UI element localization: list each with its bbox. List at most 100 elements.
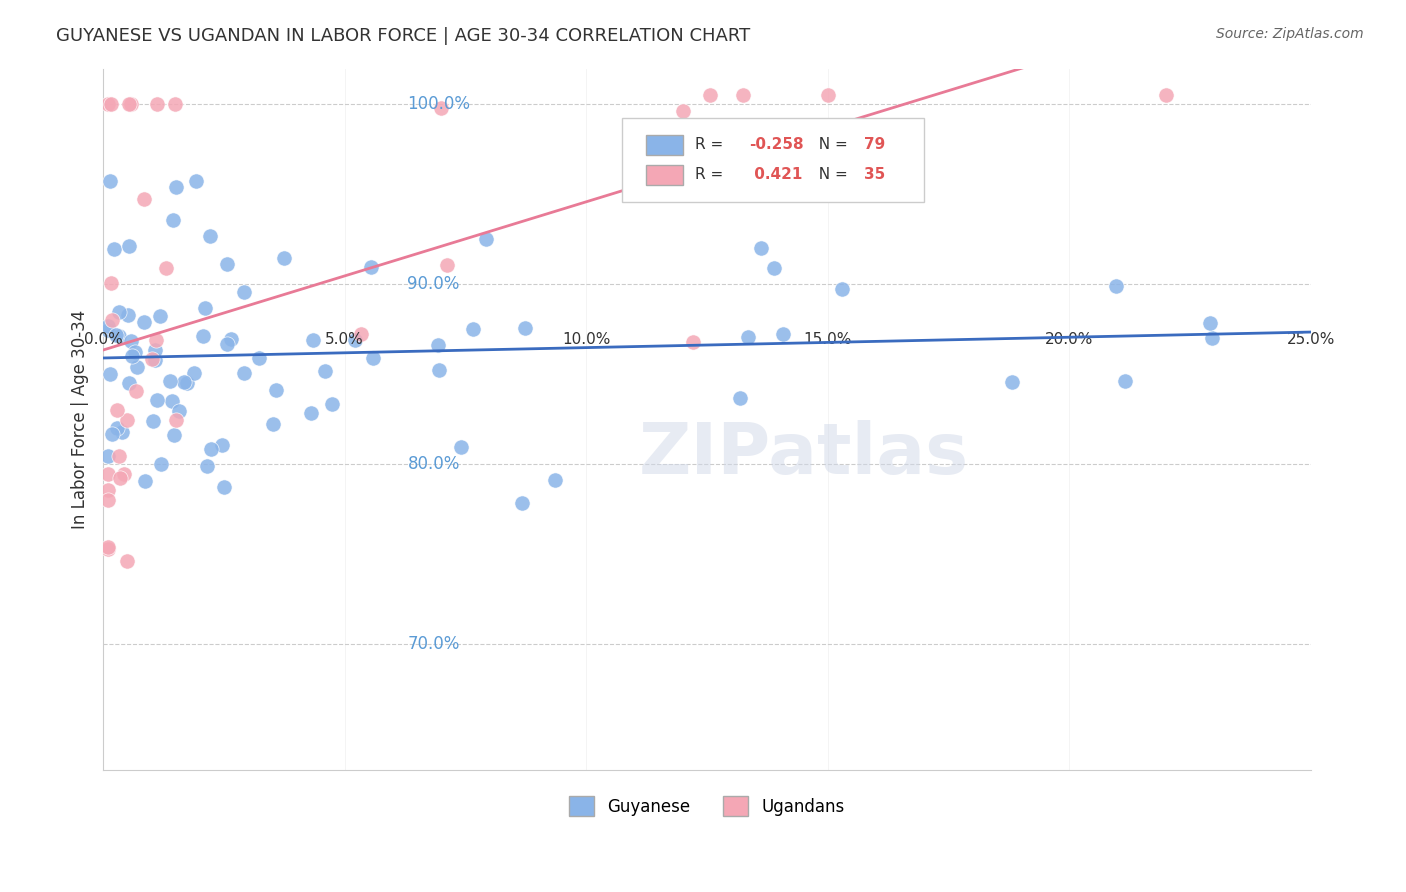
Point <box>118 239 141 253</box>
Text: N =: N = <box>810 167 853 182</box>
Point <box>302 333 325 347</box>
Point <box>426 338 449 352</box>
Point <box>193 329 215 343</box>
Point <box>1114 375 1136 389</box>
Point <box>762 260 785 275</box>
Point <box>361 351 384 365</box>
Point <box>450 440 472 454</box>
Point <box>682 334 704 349</box>
Text: 20.0%: 20.0% <box>1045 332 1094 347</box>
Y-axis label: In Labor Force | Age 30-34: In Labor Force | Age 30-34 <box>72 310 89 529</box>
Point <box>200 442 222 456</box>
Point <box>360 260 382 274</box>
Point <box>97 540 120 554</box>
Point <box>108 471 131 485</box>
Point <box>98 174 121 188</box>
Text: N =: N = <box>810 136 853 152</box>
Point <box>1105 278 1128 293</box>
Point <box>103 243 125 257</box>
Point <box>160 394 183 409</box>
Point <box>97 483 120 497</box>
Point <box>120 334 142 348</box>
Point <box>198 229 221 244</box>
Point <box>110 425 132 440</box>
Text: 0.0%: 0.0% <box>84 332 122 347</box>
Point <box>672 103 695 118</box>
Point <box>149 457 172 471</box>
Point <box>115 413 138 427</box>
Point <box>709 169 731 183</box>
Point <box>510 495 533 509</box>
Point <box>731 88 754 103</box>
Point <box>118 97 141 112</box>
Point <box>1001 375 1024 389</box>
Text: Source: ZipAtlas.com: Source: ZipAtlas.com <box>1216 27 1364 41</box>
Text: 90.0%: 90.0% <box>408 276 460 293</box>
Point <box>155 260 177 275</box>
Point <box>145 393 167 408</box>
Point <box>217 336 239 351</box>
Point <box>195 459 218 474</box>
Point <box>101 312 124 326</box>
Point <box>1201 331 1223 345</box>
Point <box>145 97 167 112</box>
Point <box>544 473 567 487</box>
Point <box>108 305 131 319</box>
FancyBboxPatch shape <box>647 165 683 185</box>
Text: 100.0%: 100.0% <box>408 95 471 113</box>
Point <box>98 367 121 381</box>
Point <box>97 97 120 112</box>
Point <box>159 374 181 388</box>
Point <box>247 351 270 366</box>
Text: GUYANESE VS UGANDAN IN LABOR FORCE | AGE 30-34 CORRELATION CHART: GUYANESE VS UGANDAN IN LABOR FORCE | AGE… <box>56 27 751 45</box>
Point <box>436 258 458 272</box>
Point <box>112 467 135 482</box>
Point <box>1154 88 1177 103</box>
Point <box>173 375 195 389</box>
Text: R =: R = <box>695 136 728 152</box>
Point <box>145 333 167 347</box>
Point <box>163 97 186 112</box>
Point <box>108 449 131 463</box>
Point <box>105 403 128 417</box>
Point <box>134 475 156 489</box>
Legend: Guyanese, Ugandans: Guyanese, Ugandans <box>561 788 853 825</box>
Point <box>141 351 163 366</box>
Text: 35: 35 <box>863 167 884 182</box>
Point <box>513 320 536 334</box>
Point <box>124 344 146 359</box>
Point <box>169 404 191 418</box>
Point <box>165 413 187 427</box>
Point <box>149 310 172 324</box>
FancyBboxPatch shape <box>623 118 924 202</box>
Text: 70.0%: 70.0% <box>408 635 460 653</box>
Point <box>737 330 759 344</box>
Point <box>183 366 205 380</box>
Point <box>475 232 498 246</box>
Point <box>430 101 453 115</box>
Point <box>194 301 217 315</box>
Point <box>314 364 336 378</box>
Point <box>120 97 142 112</box>
Point <box>162 212 184 227</box>
Point <box>97 492 120 507</box>
Point <box>100 97 122 112</box>
Point <box>214 480 236 494</box>
Point <box>97 323 120 337</box>
Point <box>262 417 284 431</box>
Point <box>831 282 853 296</box>
Point <box>749 241 772 255</box>
Point <box>1199 316 1222 330</box>
Text: 25.0%: 25.0% <box>1286 332 1334 347</box>
Point <box>97 450 120 464</box>
Point <box>134 193 156 207</box>
Point <box>273 251 295 265</box>
Point <box>134 315 156 329</box>
Point <box>165 180 187 194</box>
Point <box>215 257 238 271</box>
Point <box>211 437 233 451</box>
Point <box>142 413 165 427</box>
Point <box>143 343 166 357</box>
FancyBboxPatch shape <box>647 136 683 155</box>
Point <box>321 397 343 411</box>
